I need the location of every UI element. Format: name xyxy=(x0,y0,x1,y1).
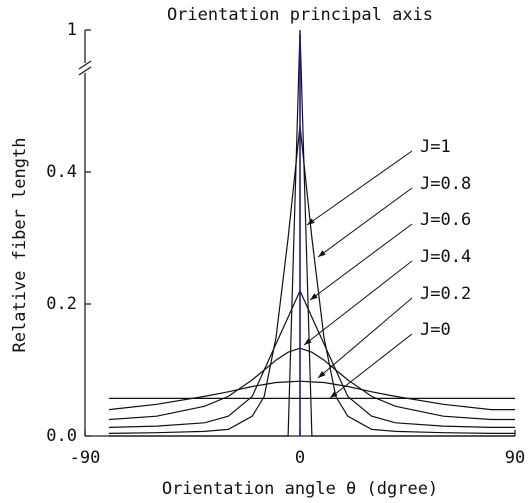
x-tick-label: 0 xyxy=(295,448,305,468)
arrow xyxy=(303,260,413,346)
y-tick-label: 1 xyxy=(67,20,77,40)
x-tick-label: 90 xyxy=(505,448,525,468)
series-line xyxy=(108,380,515,411)
y-tick-label: 0.4 xyxy=(46,162,77,182)
arrow xyxy=(317,187,413,258)
series-label: J=0.8 xyxy=(420,174,471,194)
series-label: J=0 xyxy=(420,320,451,340)
arrow-head xyxy=(318,371,326,378)
arrow xyxy=(309,223,413,301)
y-axis-label: Relative fiber length xyxy=(10,138,30,353)
chart-title: Orientation principal axis xyxy=(167,5,433,25)
x-axis-label: Orientation angle θ (dgree) xyxy=(162,479,438,499)
series-line xyxy=(108,347,515,421)
arrow-head xyxy=(310,293,318,300)
series-line xyxy=(108,289,515,428)
arrow xyxy=(329,333,413,399)
arrow-head xyxy=(330,391,338,398)
axis-break xyxy=(78,66,92,76)
arrow xyxy=(317,297,413,379)
series-label: J=0.4 xyxy=(420,247,471,267)
arrow-head xyxy=(318,250,326,257)
series-label: J=0.2 xyxy=(420,284,471,304)
series-line xyxy=(108,125,515,434)
axis-break xyxy=(78,60,92,70)
series-line xyxy=(108,29,515,437)
arrow xyxy=(306,150,413,226)
series-label: J=1 xyxy=(420,137,451,157)
x-tick-label: -90 xyxy=(70,448,101,468)
arrow-head xyxy=(304,338,312,345)
y-tick-label: 0.2 xyxy=(46,294,77,314)
series-label: J=0.6 xyxy=(420,210,471,230)
y-tick-label: 0.0 xyxy=(46,426,77,446)
arrow-head xyxy=(307,218,315,225)
